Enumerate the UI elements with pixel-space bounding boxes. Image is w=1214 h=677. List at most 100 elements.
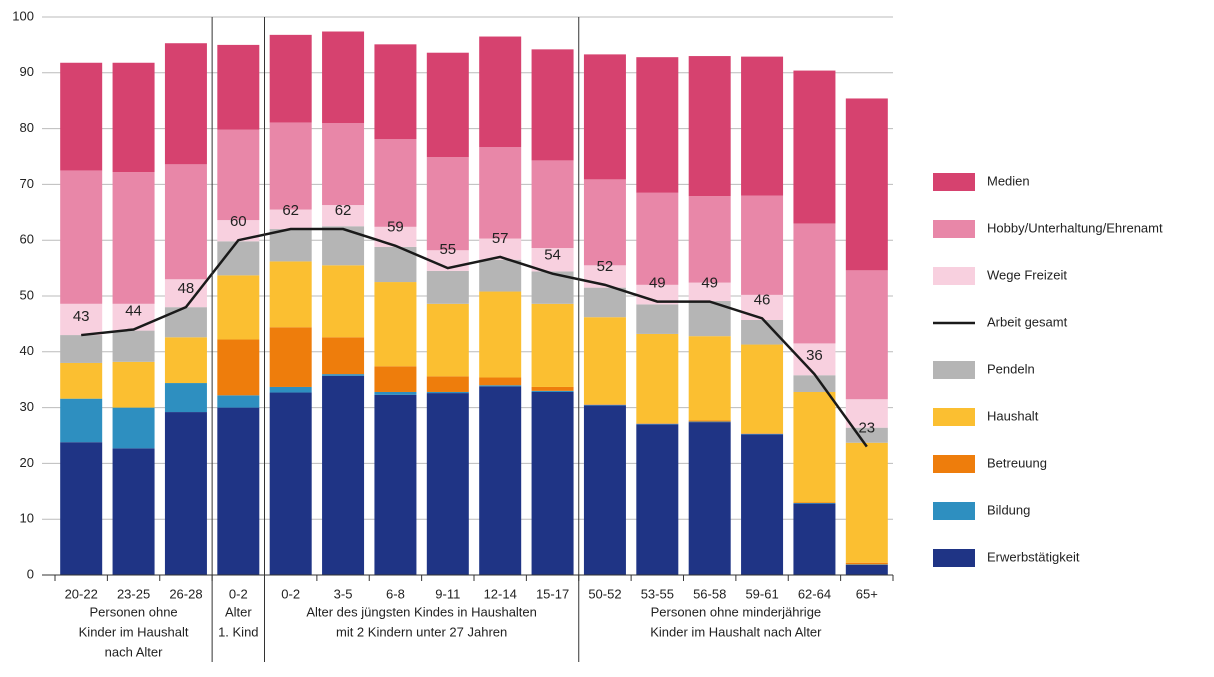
bar-segment xyxy=(688,336,731,421)
bar-segment xyxy=(374,139,417,227)
bar-segment xyxy=(322,265,365,338)
value-label: 43 xyxy=(73,308,90,325)
y-tick-label: 40 xyxy=(20,343,34,358)
bar-segment xyxy=(479,386,522,575)
value-label: 36 xyxy=(806,347,823,364)
legend-label: Bildung xyxy=(987,502,1030,517)
bar-segment xyxy=(688,420,731,422)
bar-segment xyxy=(426,52,469,158)
group-label: nach Alter xyxy=(105,644,163,659)
bar-segment xyxy=(479,259,522,292)
bar-segment xyxy=(479,291,522,378)
x-tick-label: 0-2 xyxy=(281,586,300,601)
legend-label: Erwerbstätigkeit xyxy=(987,549,1080,564)
bar-segment xyxy=(322,123,365,206)
bar-segment xyxy=(217,44,260,130)
bar-segment xyxy=(845,564,888,575)
bar-segment xyxy=(636,304,679,334)
bar-segment xyxy=(793,375,836,392)
value-label: 60 xyxy=(230,213,247,230)
x-tick-label: 12-14 xyxy=(484,586,517,601)
bar-segment xyxy=(374,366,417,392)
legend-label: Pendeln xyxy=(987,361,1035,376)
bar-segment xyxy=(583,179,626,266)
bar-segment xyxy=(583,405,626,575)
bar-segment xyxy=(583,287,626,318)
bar-segment xyxy=(164,43,207,165)
bar-segment xyxy=(60,335,103,363)
bar-segment xyxy=(583,404,626,406)
bar-segment xyxy=(636,192,679,285)
y-tick-label: 10 xyxy=(20,511,34,526)
y-tick-label: 60 xyxy=(20,232,34,247)
value-label: 23 xyxy=(858,420,875,437)
bar-segment xyxy=(269,122,312,210)
x-tick-label: 56-58 xyxy=(693,586,726,601)
bar-segment xyxy=(741,344,784,434)
bar-segment xyxy=(479,377,522,386)
value-label: 48 xyxy=(178,280,195,297)
group-label: mit 2 Kindern unter 27 Jahren xyxy=(336,624,507,639)
legend-label: Hobby/Unterhaltung/Ehrenamt xyxy=(987,220,1163,235)
bar-segment xyxy=(164,383,207,413)
bar-segment xyxy=(164,412,207,575)
bar-segment xyxy=(741,56,784,196)
bar-segment xyxy=(426,303,469,377)
bar-segment xyxy=(112,62,155,173)
bar-segment xyxy=(479,36,522,148)
bar-segment xyxy=(741,433,784,434)
legend-swatch xyxy=(933,502,975,520)
bar-segment xyxy=(60,62,103,171)
bar-segment xyxy=(741,433,784,435)
bar-segment xyxy=(636,424,679,575)
bar-segment xyxy=(60,398,103,443)
bar-segment xyxy=(164,337,207,384)
x-tick-label: 20-22 xyxy=(65,586,98,601)
bar-segment xyxy=(322,31,365,124)
bar-segment xyxy=(793,502,836,504)
bar-segment xyxy=(217,220,260,242)
group-label: 1. Kind xyxy=(218,624,258,639)
legend-swatch xyxy=(933,549,975,567)
value-label: 62 xyxy=(282,202,299,219)
x-tick-label: 0-2 xyxy=(229,586,248,601)
y-tick-label: 90 xyxy=(20,64,34,79)
bar-segment xyxy=(845,270,888,400)
legend-label: Medien xyxy=(987,173,1030,188)
bar-segment xyxy=(531,49,574,161)
y-tick-label: 50 xyxy=(20,287,34,302)
legend-label: Betreuung xyxy=(987,455,1047,470)
legend-swatch xyxy=(933,408,975,426)
bar-segment xyxy=(269,392,312,575)
y-tick-label: 30 xyxy=(20,399,34,414)
bar-segment xyxy=(374,391,417,395)
bar-segment xyxy=(531,390,574,392)
bar-segment xyxy=(688,196,731,283)
y-tick-label: 70 xyxy=(20,176,34,191)
bar-segment xyxy=(112,407,155,449)
bar-segment xyxy=(269,327,312,387)
y-tick-label: 80 xyxy=(20,120,34,135)
bar-segment xyxy=(112,361,155,408)
x-tick-label: 23-25 xyxy=(117,586,150,601)
bar-segment xyxy=(60,362,103,399)
value-label: 46 xyxy=(754,291,771,308)
legend-swatch xyxy=(933,220,975,238)
bar-segment xyxy=(793,503,836,504)
bar-segment xyxy=(845,399,888,428)
bar-segment xyxy=(426,393,469,575)
bar-segment xyxy=(741,434,784,575)
x-tick-label: 50-52 xyxy=(588,586,621,601)
bar-segment xyxy=(636,57,679,193)
bar-segment xyxy=(845,98,888,271)
bar-segment xyxy=(269,261,312,328)
bar-segment xyxy=(793,70,836,224)
group-label: Kinder im Haushalt xyxy=(79,624,189,639)
bar-segment xyxy=(636,333,679,424)
bar-segment xyxy=(322,226,365,266)
bar-segment xyxy=(636,423,679,425)
bar-segment xyxy=(269,209,312,230)
bar-segment xyxy=(322,337,365,375)
x-tick-label: 53-55 xyxy=(641,586,674,601)
